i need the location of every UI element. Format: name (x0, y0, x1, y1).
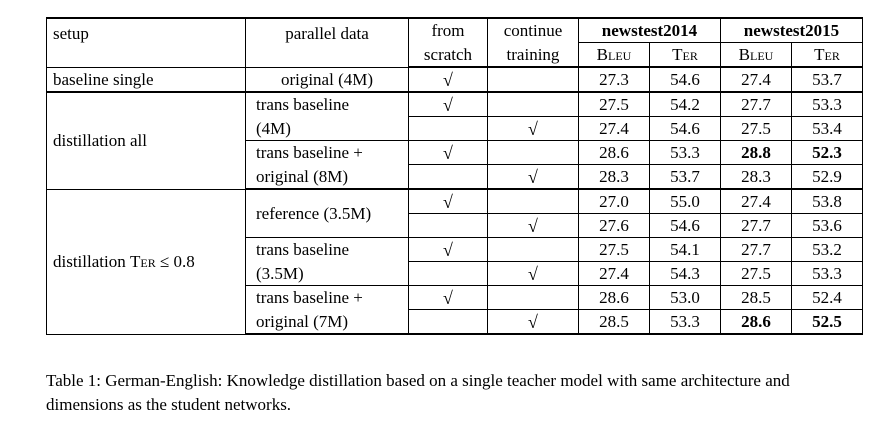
from-scratch-check (408, 116, 488, 141)
value-cell: 27.0 (578, 188, 650, 214)
value-cell-best: 28.6 (720, 309, 792, 335)
value-cell: 54.6 (649, 213, 721, 238)
value-cell: 27.4 (578, 261, 650, 286)
value-cell: 27.5 (578, 91, 650, 117)
value-cell: 55.0 (649, 188, 721, 214)
continue-training-check: √ (487, 309, 579, 335)
setup-ter-condition: ≤ 0.8 (159, 252, 195, 271)
from-scratch-check (408, 164, 488, 190)
from-scratch-check: √ (408, 140, 488, 165)
parallel-data-cell: trans baseline + (245, 140, 409, 165)
parallel-data-cell: (4M) (245, 116, 409, 141)
value-cell: 27.5 (720, 116, 792, 141)
value-cell: 53.4 (791, 116, 863, 141)
value-cell: 54.3 (649, 261, 721, 286)
header-continue-1: continue (487, 17, 579, 43)
table-caption: Table 1: German-English: Knowledge disti… (46, 371, 790, 414)
value-cell: 28.3 (578, 164, 650, 190)
value-cell: 53.0 (649, 285, 721, 310)
value-cell: 28.5 (720, 285, 792, 310)
value-cell: 28.3 (720, 164, 792, 190)
parallel-data-cell: trans baseline (245, 91, 409, 117)
setup-distillation-ter: distillation Ter ≤ 0.8 (46, 188, 246, 335)
continue-training-check (487, 91, 579, 117)
setup-distillation-all: distillation all (46, 91, 246, 190)
value-cell-best: 52.5 (791, 309, 863, 335)
value-cell: 53.3 (649, 140, 721, 165)
continue-training-check: √ (487, 116, 579, 141)
value-cell: 53.3 (791, 261, 863, 286)
from-scratch-check: √ (408, 91, 488, 117)
parallel-data-cell: (3.5M) (245, 261, 409, 286)
value-cell: 28.6 (578, 140, 650, 165)
header-ter-2015: Ter (791, 42, 863, 68)
continue-training-check (487, 66, 579, 93)
value-cell: 54.2 (649, 91, 721, 117)
value-cell: 53.6 (791, 213, 863, 238)
setup-ter-text: Ter (129, 252, 156, 271)
continue-training-check: √ (487, 261, 579, 286)
continue-training-check (487, 140, 579, 165)
value-cell: 54.6 (649, 116, 721, 141)
continue-training-check (487, 188, 579, 214)
value-cell: 28.5 (578, 309, 650, 335)
header-bleu-2015: Bleu (720, 42, 792, 68)
header-newstest2015: newstest2015 (720, 17, 863, 43)
value-cell: 53.3 (791, 91, 863, 117)
value-cell: 52.9 (791, 164, 863, 190)
header-parallel-data: parallel data (245, 17, 409, 68)
results-table: setup parallel data from continue newste… (46, 17, 863, 335)
continue-training-check: √ (487, 164, 579, 190)
value-cell: 27.4 (720, 188, 792, 214)
setup-baseline-single: baseline single (46, 66, 246, 93)
value-cell: 53.2 (791, 237, 863, 262)
from-scratch-check (408, 213, 488, 238)
continue-training-check: √ (487, 213, 579, 238)
parallel-data-cell: trans baseline (245, 237, 409, 262)
header-ter-2014: Ter (649, 42, 721, 68)
from-scratch-check: √ (408, 66, 488, 93)
value-cell: 27.6 (578, 213, 650, 238)
value-cell: 28.6 (578, 285, 650, 310)
value-cell: 53.7 (649, 164, 721, 190)
value-cell: 27.4 (578, 116, 650, 141)
header-continue-2: training (487, 42, 579, 68)
value-cell: 27.7 (720, 91, 792, 117)
value-cell: 27.5 (720, 261, 792, 286)
value-cell-best: 52.3 (791, 140, 863, 165)
setup-distillation-text: distillation (53, 252, 126, 271)
header-from-1: from (408, 17, 488, 43)
from-scratch-check: √ (408, 285, 488, 310)
value-cell-best: 28.8 (720, 140, 792, 165)
continue-training-check (487, 237, 579, 262)
value-cell: 27.5 (578, 237, 650, 262)
parallel-data-cell: original (7M) (245, 309, 409, 335)
parallel-data-cell: trans baseline + (245, 285, 409, 310)
value-cell: 52.4 (791, 285, 863, 310)
value-cell: 27.7 (720, 213, 792, 238)
header-bleu-2014: Bleu (578, 42, 650, 68)
header-from-2: scratch (408, 42, 488, 68)
from-scratch-check: √ (408, 188, 488, 214)
from-scratch-check (408, 261, 488, 286)
value-cell: 53.8 (791, 188, 863, 214)
value-cell: 27.4 (720, 66, 792, 93)
value-cell: 54.1 (649, 237, 721, 262)
header-newstest2014: newstest2014 (578, 17, 721, 43)
parallel-data-cell: original (8M) (245, 164, 409, 190)
value-cell: 27.3 (578, 66, 650, 93)
parallel-data-cell: reference (3.5M) (245, 188, 409, 238)
value-cell: 54.6 (649, 66, 721, 93)
value-cell: 27.7 (720, 237, 792, 262)
header-setup: setup (46, 17, 246, 68)
from-scratch-check: √ (408, 237, 488, 262)
value-cell: 53.7 (791, 66, 863, 93)
from-scratch-check (408, 309, 488, 335)
parallel-data-cell: original (4M) (245, 66, 409, 93)
value-cell: 53.3 (649, 309, 721, 335)
continue-training-check (487, 285, 579, 310)
